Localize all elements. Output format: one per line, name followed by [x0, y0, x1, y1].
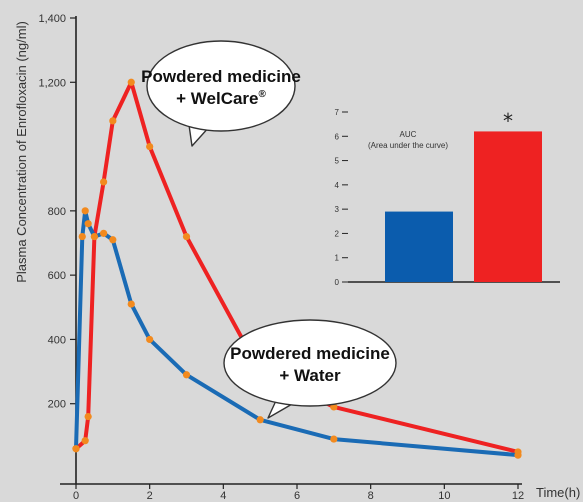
data-point [81, 437, 89, 445]
bubble-shape [223, 319, 397, 407]
data-point [127, 300, 135, 308]
data-point [84, 220, 92, 228]
inset-tick-label: 3 [335, 205, 340, 214]
auc-bar-1 [474, 131, 542, 282]
bubble-text-span: + WelCare [176, 89, 258, 108]
inset-tick-label: 5 [335, 157, 340, 166]
bubble-tail-join [280, 388, 306, 396]
bubble-text-line: Powdered medicine [141, 67, 301, 86]
inset-tick-label: 0 [335, 278, 340, 287]
y-tick-label: 1,200 [38, 77, 66, 89]
inset-title-line: AUC [400, 130, 417, 139]
inset-tick-label: 6 [335, 132, 340, 141]
data-point [182, 371, 191, 379]
y-axis-title: Plasma Concentration of Enrofloxacin (ng… [14, 21, 29, 283]
x-tick-label: 6 [294, 490, 300, 502]
x-tick-label: 12 [512, 490, 524, 502]
data-point [182, 232, 191, 241]
data-point [109, 236, 117, 244]
data-point [127, 78, 135, 86]
data-point [90, 232, 99, 241]
data-point [330, 435, 338, 443]
data-point [81, 207, 89, 215]
x-tick-label: 0 [73, 490, 79, 502]
inset-tick-label: 7 [335, 108, 340, 117]
auc-bar-0 [385, 211, 453, 282]
significance-marker: * [503, 109, 513, 133]
x-tick-label: 8 [368, 490, 374, 502]
data-point [84, 412, 92, 421]
y-tick-label: 600 [48, 270, 66, 282]
auc-inset: 0 1 2 3 4 5 6 7 AUC (Area under the curve) * [335, 108, 560, 287]
data-point [256, 416, 264, 424]
bubble-text-superscript: ® [259, 89, 267, 100]
data-point [146, 142, 154, 151]
annotation-bubble-0: Powdered medicine + WelCare® [141, 40, 301, 147]
bubble-text-line: + Water [279, 366, 341, 385]
bubble-text-line: Powdered medicine [230, 344, 390, 363]
y-tick-label: 800 [48, 206, 66, 218]
x-tick-label: 10 [438, 490, 450, 502]
annotation-bubble-1: Powdered medicine + Water [223, 319, 397, 419]
inset-tick-label: 1 [335, 254, 340, 263]
inset-tick-label: 4 [335, 181, 340, 190]
data-point [146, 335, 154, 344]
annotation-layer: Powdered medicine+ WelCare®Powdered medi… [141, 40, 397, 419]
x-tick-label: 4 [220, 490, 226, 502]
y-tick-label: 1,400 [38, 13, 66, 25]
inset-title-line: (Area under the curve) [368, 141, 448, 150]
bubble-shape [146, 40, 296, 132]
y-tick-label: 200 [48, 399, 66, 411]
data-point [100, 178, 108, 186]
data-point [72, 445, 80, 453]
inset-tick-label: 2 [335, 229, 340, 238]
x-axis-title: Time(h) [536, 485, 580, 500]
x-tick-label: 2 [147, 490, 153, 502]
bubble-text-line: + WelCare® [176, 89, 266, 108]
bubble-tail-join [188, 116, 210, 126]
data-point [100, 229, 108, 237]
series-layer [72, 78, 522, 459]
data-point [109, 117, 117, 125]
y-tick-label: 400 [48, 334, 66, 346]
data-point [514, 451, 522, 459]
data-point [78, 232, 86, 241]
